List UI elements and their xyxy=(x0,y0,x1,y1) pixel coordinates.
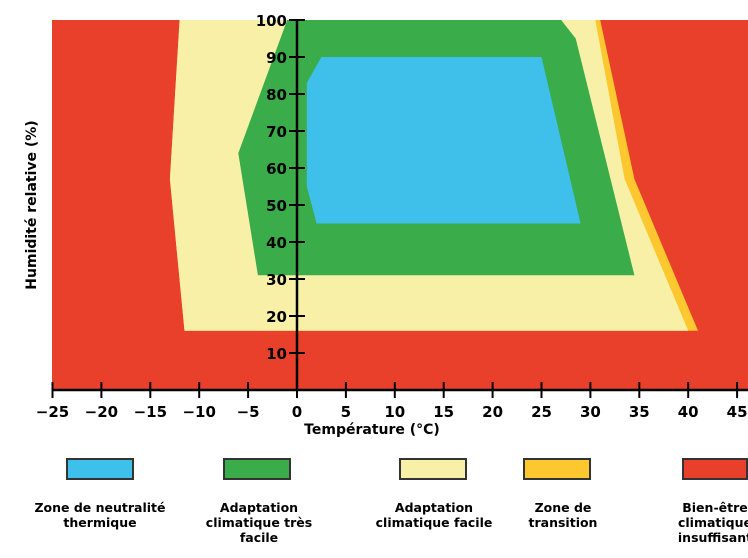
legend-label-line: Adaptation xyxy=(219,500,299,515)
legend-swatch xyxy=(66,458,134,480)
x-tick-label: 45 xyxy=(727,403,748,421)
y-axis-label: Humidité relative (%) xyxy=(24,120,40,289)
legend-label: Zone de neutralité thermique xyxy=(30,500,170,530)
x-tick-label: 35 xyxy=(629,403,650,421)
x-tick-label: −10 xyxy=(182,403,215,421)
y-tick-label: 20 xyxy=(266,308,287,326)
y-tick-label: 60 xyxy=(266,160,287,178)
x-tick-label: 20 xyxy=(482,403,503,421)
legend-label-line: thermique xyxy=(63,515,137,530)
y-tick-label: 30 xyxy=(266,271,287,289)
y-tick-label: 70 xyxy=(266,123,287,141)
x-tick-label: 40 xyxy=(678,403,699,421)
legend-swatch xyxy=(223,458,291,480)
x-tick-label: −15 xyxy=(134,403,167,421)
legend-label: Adaptation climatique facile xyxy=(364,500,504,530)
legend-label-line: climatique très xyxy=(205,515,313,530)
legend-label-line: Bien-être xyxy=(682,500,748,515)
y-tick-label: 10 xyxy=(266,345,287,363)
legend-swatch xyxy=(399,458,467,480)
legend-swatch xyxy=(523,458,591,480)
legend-swatch xyxy=(682,458,748,480)
legend-label-line: facile xyxy=(239,530,279,545)
legend-label-line: insuffisant xyxy=(677,530,748,545)
y-tick-label: 40 xyxy=(266,234,287,252)
x-tick-label: 0 xyxy=(292,403,302,421)
legend-label-line: Zone de xyxy=(534,500,592,515)
y-tick-label: 100 xyxy=(256,12,287,30)
x-tick-label: −20 xyxy=(85,403,118,421)
x-tick-label: −25 xyxy=(36,403,69,421)
y-tick-label: 50 xyxy=(266,197,287,215)
legend-label-line: Adaptation xyxy=(394,500,474,515)
x-tick-label: −5 xyxy=(237,403,260,421)
y-tick-label: 80 xyxy=(266,86,287,104)
legend-label: Adaptation climatique très facile xyxy=(189,500,329,545)
x-tick-label: 30 xyxy=(580,403,601,421)
y-tick-label: 90 xyxy=(266,49,287,67)
x-tick-label: 25 xyxy=(531,403,552,421)
legend-label: Bien-être climatique insuffisant xyxy=(645,500,748,545)
legend-label-line: transition xyxy=(528,515,598,530)
legend-label-line: Zone de neutralité xyxy=(34,500,166,515)
zone-4 xyxy=(306,57,581,224)
x-tick-label: 5 xyxy=(341,403,351,421)
x-tick-label: 15 xyxy=(433,403,454,421)
x-tick-label: 10 xyxy=(384,403,405,421)
legend-label-line: climatique facile xyxy=(375,515,493,530)
legend-label: Zone de transition xyxy=(493,500,633,530)
legend-label-line: climatique xyxy=(677,515,748,530)
x-axis-label: Température (°C) xyxy=(304,422,440,438)
